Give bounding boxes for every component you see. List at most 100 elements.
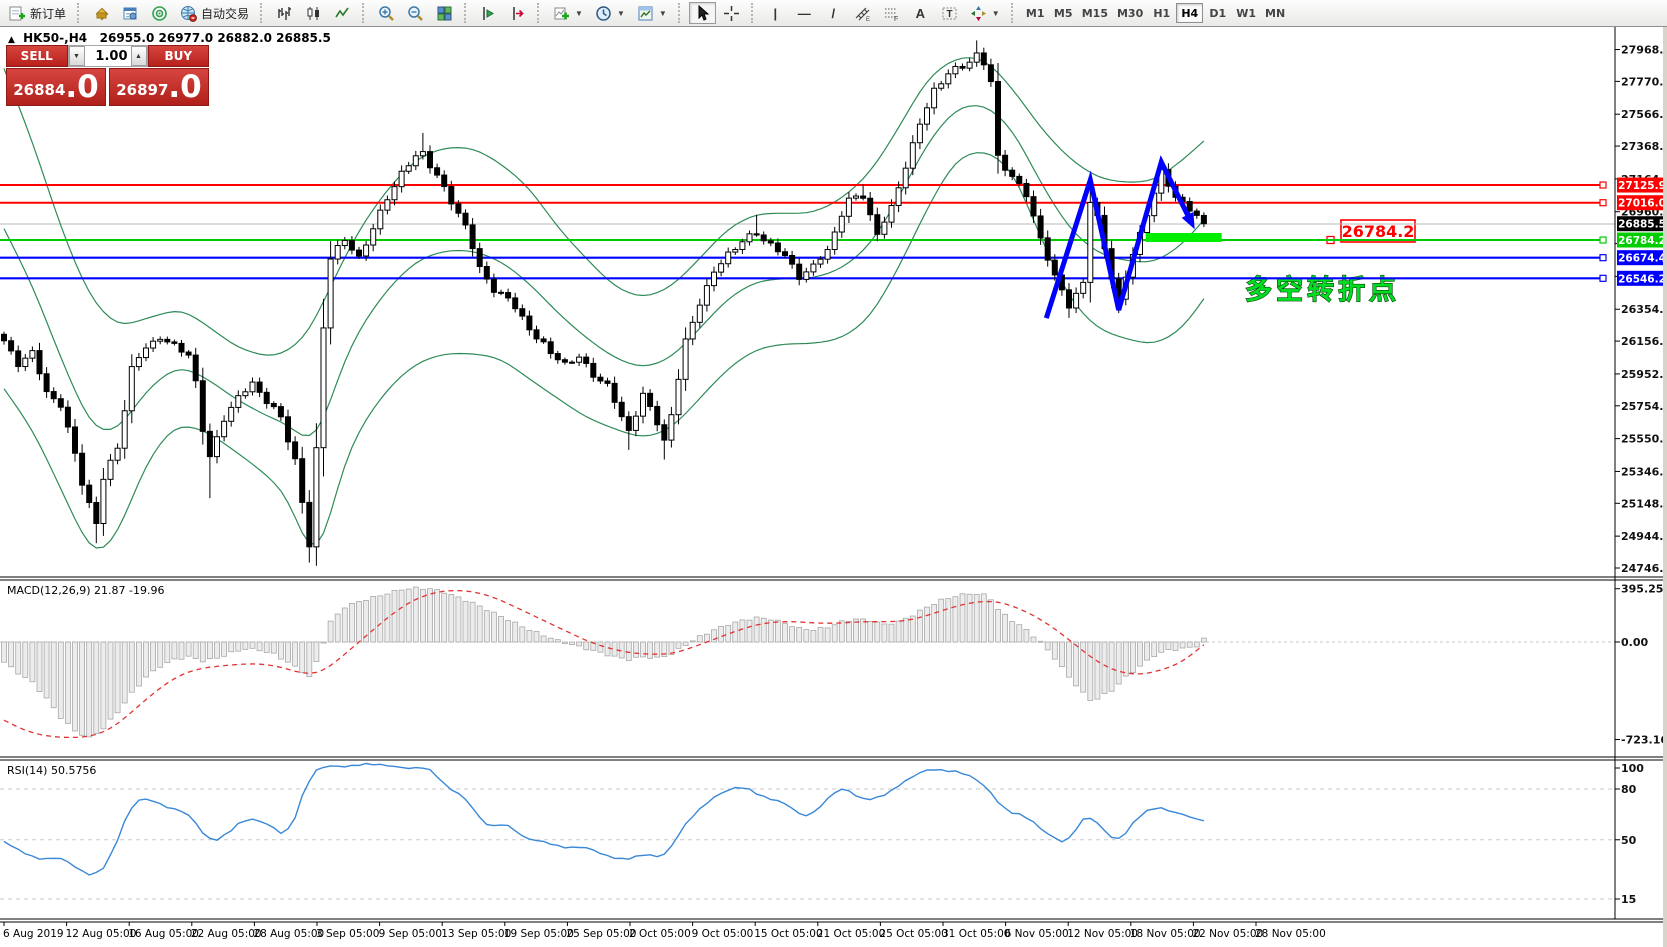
- crosshair-button[interactable]: [718, 2, 745, 24]
- periods-button[interactable]: ▼: [590, 2, 630, 24]
- timeframe-button-m1[interactable]: M1: [1022, 3, 1049, 23]
- macd-histogram-bar: [1059, 641, 1065, 668]
- timeframe-button-d1[interactable]: D1: [1204, 3, 1231, 23]
- price-flag-callout: 26784.2: [1316, 219, 1416, 245]
- macd-histogram-bar: [902, 617, 909, 643]
- horizontal-price-line[interactable]: [0, 274, 1607, 282]
- macd-histogram-bar: [753, 616, 760, 643]
- timeframe-button-m15[interactable]: M15: [1078, 3, 1112, 23]
- macd-histogram-bar: [199, 641, 206, 663]
- price-tick-label: 25346.0: [1621, 465, 1667, 478]
- macd-histogram-bar: [668, 641, 675, 656]
- macd-histogram-bar: [1073, 641, 1079, 687]
- horizontal-price-line[interactable]: [0, 199, 1607, 207]
- toolbar-separator: [77, 3, 82, 23]
- timeframe-button-h4[interactable]: H4: [1176, 3, 1204, 23]
- macd-histogram-bar: [434, 589, 441, 643]
- text-label-button[interactable]: T: [936, 2, 963, 24]
- macd-histogram-bar: [299, 641, 306, 674]
- bollinger-middle-line: [3, 105, 1205, 437]
- equidistant-channel-button[interactable]: E: [849, 2, 876, 24]
- macd-histogram-bar: [995, 609, 1001, 643]
- trendline-button[interactable]: /: [820, 2, 847, 24]
- timeframe-button-h1[interactable]: H1: [1148, 3, 1175, 23]
- volume-input[interactable]: [84, 46, 131, 66]
- macd-histogram-bar: [675, 641, 682, 649]
- toolbar-separator: [750, 3, 756, 23]
- timeframe-button-mn[interactable]: MN: [1261, 3, 1289, 23]
- buy-button[interactable]: BUY: [147, 45, 209, 67]
- sell-price-big: .0: [65, 69, 99, 105]
- collapse-triangle-icon[interactable]: ▲: [8, 35, 15, 45]
- new-order-button[interactable]: 新订单: [4, 2, 71, 24]
- macd-histogram-bar: [1030, 636, 1037, 643]
- time-tick-label: 28 Nov 05:00: [1255, 928, 1326, 940]
- price-axis-flag: 27016.0: [1617, 195, 1667, 211]
- price-axis[interactable]: 27968.027770.027566.027368.027164.026960…: [1614, 27, 1667, 919]
- market-watch-button[interactable]: [88, 2, 115, 24]
- macd-histogram-bar: [256, 641, 263, 652]
- data-window-button[interactable]: [117, 2, 144, 24]
- zoom-in-button[interactable]: [373, 2, 400, 24]
- macd-histogram-bar: [1193, 641, 1200, 648]
- indicators-button[interactable]: ▼: [548, 2, 588, 24]
- chart-shift-button[interactable]: [504, 2, 531, 24]
- cursor-button[interactable]: [688, 2, 716, 24]
- macd-histogram-bar: [178, 641, 185, 660]
- market-watch-icon: [93, 5, 110, 22]
- horizontal-price-line[interactable]: [0, 236, 1607, 244]
- macd-histogram-bar: [689, 640, 696, 643]
- macd-histogram-bar: [505, 620, 512, 643]
- line-chart-button[interactable]: [329, 2, 356, 24]
- macd-histogram-bar: [988, 599, 994, 643]
- fibonacci-button[interactable]: F: [878, 2, 905, 24]
- vertical-line-button[interactable]: |: [762, 2, 789, 24]
- horizontal-price-line[interactable]: [0, 254, 1607, 262]
- macd-histogram-bar: [526, 630, 533, 643]
- macd-histogram-bar: [206, 641, 213, 660]
- macd-histogram-bar: [1044, 641, 1051, 651]
- dropdown-arrow-icon: ▼: [991, 8, 1000, 18]
- horizontal-price-line[interactable]: [0, 181, 1607, 189]
- volume-box: ▼ ▲: [67, 45, 148, 67]
- symbol-period-label: HK50-,H4: [23, 31, 88, 45]
- volume-increase-button[interactable]: ▲: [130, 46, 147, 66]
- text-button[interactable]: A: [907, 2, 934, 24]
- macd-histogram-bar: [128, 641, 135, 693]
- svg-text:26546.2: 26546.2: [1618, 273, 1666, 285]
- buy-price-button[interactable]: 26897 .0: [109, 68, 209, 106]
- sell-button[interactable]: SELL: [6, 45, 68, 67]
- macd-histogram-bar: [533, 631, 540, 643]
- macd-histogram-bar: [775, 619, 781, 643]
- window-edge: [1663, 27, 1667, 947]
- macd-histogram-bar: [554, 639, 561, 643]
- volume-decrease-button[interactable]: ▼: [68, 46, 85, 66]
- price-tick-label: 24944.0: [1621, 530, 1667, 543]
- macd-histogram-bar: [313, 641, 320, 663]
- macd-histogram-bar: [625, 641, 632, 661]
- price-tick-label: 25148.0: [1621, 497, 1667, 510]
- zoom-out-button[interactable]: [402, 2, 429, 24]
- toolbar-separator: [464, 3, 469, 23]
- tile-windows-button[interactable]: [431, 2, 458, 24]
- bar-chart-button[interactable]: [271, 2, 298, 24]
- autotrading-button[interactable]: 自动交易: [175, 2, 254, 24]
- sell-price-button[interactable]: 26884 .0: [6, 68, 106, 106]
- candlestick-chart-button[interactable]: [300, 2, 327, 24]
- macd-histogram-bar: [647, 641, 653, 659]
- navigator-button[interactable]: [146, 2, 173, 24]
- arrows-button[interactable]: ▼: [965, 2, 1005, 24]
- zigzag-arrow[interactable]: [1043, 155, 1194, 319]
- macd-histogram-bar: [285, 641, 291, 663]
- bollinger-bands: [3, 57, 1205, 549]
- horizontal-line-button[interactable]: —: [791, 2, 818, 24]
- timeframe-button-w1[interactable]: W1: [1232, 3, 1260, 23]
- templates-button[interactable]: ▼: [632, 2, 672, 24]
- timeframe-button-m5[interactable]: M5: [1050, 3, 1077, 23]
- timeframe-button-m30[interactable]: M30: [1113, 3, 1147, 23]
- chart-window[interactable]: MACD(12,26,9) 21.87 -19.96 RSI(14) 50.57…: [0, 27, 1667, 947]
- auto-scroll-button[interactable]: [475, 2, 502, 24]
- macd-histogram-bar: [881, 623, 888, 643]
- chart-canvas[interactable]: MACD(12,26,9) 21.87 -19.96 RSI(14) 50.57…: [0, 27, 1667, 947]
